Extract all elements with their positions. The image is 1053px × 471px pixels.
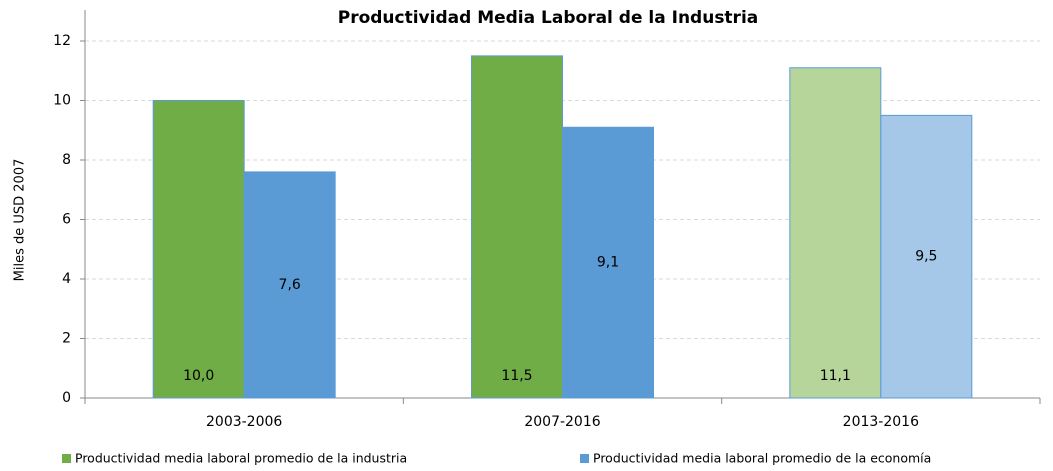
data-label: 11,5 <box>501 368 532 384</box>
bar <box>789 67 882 399</box>
y-tick-label: 6 <box>62 212 71 228</box>
y-tick-label: 4 <box>62 271 71 287</box>
data-label: 9,1 <box>597 255 619 271</box>
y-tick-label: 12 <box>53 33 71 49</box>
y-tick-label: 10 <box>53 93 71 109</box>
bar <box>562 126 654 399</box>
x-tick-label: 2013-2016 <box>843 414 919 430</box>
chart-title: Productividad Media Laboral de la Indust… <box>338 8 759 28</box>
legend-swatch <box>62 454 71 463</box>
bar <box>471 55 563 399</box>
y-tick-label: 2 <box>62 331 71 347</box>
data-label: 9,5 <box>915 249 937 265</box>
legend-label: Productividad media laboral promedio de … <box>593 451 931 466</box>
x-tick-label: 2003-2006 <box>206 414 282 430</box>
data-label: 7,6 <box>279 277 301 293</box>
bar <box>880 114 973 399</box>
legend-swatch <box>580 454 589 463</box>
legend-label: Productividad media laboral promedio de … <box>75 451 407 466</box>
y-axis-label: Miles de USD 2007 <box>13 159 28 282</box>
y-tick-label: 0 <box>62 390 71 406</box>
y-tick-label: 8 <box>62 152 71 168</box>
bar <box>243 171 336 399</box>
x-tick-label: 2007-2016 <box>524 414 600 430</box>
data-label: 11,1 <box>820 368 851 384</box>
bar <box>152 100 245 399</box>
data-label: 10,0 <box>183 368 214 384</box>
